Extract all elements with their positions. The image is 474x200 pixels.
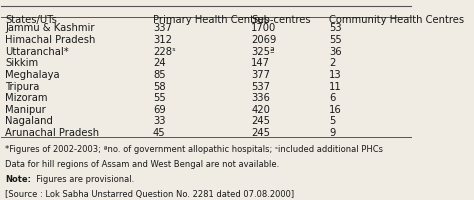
Text: Note:: Note:: [6, 175, 31, 184]
Text: 377: 377: [251, 70, 270, 80]
Text: Meghalaya: Meghalaya: [6, 70, 60, 80]
Text: 325ª: 325ª: [251, 47, 275, 57]
Text: 33: 33: [153, 116, 165, 126]
Text: 336: 336: [251, 93, 270, 103]
Text: Arunachal Pradesh: Arunachal Pradesh: [6, 128, 100, 138]
Text: 420: 420: [251, 105, 270, 115]
Text: 245: 245: [251, 116, 270, 126]
Text: 11: 11: [329, 82, 342, 92]
Text: Nagaland: Nagaland: [6, 116, 54, 126]
Text: Sub-centres: Sub-centres: [251, 15, 311, 25]
Text: *Figures of 2002-2003; ªno. of government allopathic hospitals; ˢincluded additi: *Figures of 2002-2003; ªno. of governmen…: [6, 145, 383, 154]
Text: 85: 85: [153, 70, 165, 80]
Text: 2069: 2069: [251, 35, 277, 45]
Text: 69: 69: [153, 105, 166, 115]
Text: 58: 58: [153, 82, 165, 92]
Text: 1700: 1700: [251, 23, 276, 33]
Text: Himachal Pradesh: Himachal Pradesh: [6, 35, 96, 45]
Text: Community Health Centres: Community Health Centres: [329, 15, 464, 25]
Text: Manipur: Manipur: [6, 105, 46, 115]
Text: 537: 537: [251, 82, 270, 92]
Text: 228ˢ: 228ˢ: [153, 47, 176, 57]
Text: 6: 6: [329, 93, 336, 103]
Text: 337: 337: [153, 23, 172, 33]
Text: 13: 13: [329, 70, 342, 80]
Text: Mizoram: Mizoram: [6, 93, 48, 103]
Text: 5: 5: [329, 116, 336, 126]
Text: Figures are provisional.: Figures are provisional.: [31, 175, 134, 184]
Text: 36: 36: [329, 47, 342, 57]
Text: 147: 147: [251, 58, 270, 68]
Text: [Source : Lok Sabha Unstarred Question No. 2281 dated 07.08.2000]: [Source : Lok Sabha Unstarred Question N…: [6, 190, 295, 199]
Text: 9: 9: [329, 128, 336, 138]
Text: Jammu & Kashmir: Jammu & Kashmir: [6, 23, 95, 33]
Text: 2: 2: [329, 58, 336, 68]
Text: 312: 312: [153, 35, 172, 45]
Text: 16: 16: [329, 105, 342, 115]
Text: Sikkim: Sikkim: [6, 58, 38, 68]
Text: Data for hill regions of Assam and West Bengal are not available.: Data for hill regions of Assam and West …: [6, 160, 280, 169]
Text: Primary Health Centres: Primary Health Centres: [153, 15, 269, 25]
Text: 45: 45: [153, 128, 165, 138]
Text: States/UTs: States/UTs: [6, 15, 57, 25]
Text: 53: 53: [329, 23, 342, 33]
Text: 245: 245: [251, 128, 270, 138]
Text: 55: 55: [153, 93, 166, 103]
Text: Uttaranchal*: Uttaranchal*: [6, 47, 69, 57]
Text: 55: 55: [329, 35, 342, 45]
Text: Tripura: Tripura: [6, 82, 40, 92]
Text: 24: 24: [153, 58, 165, 68]
